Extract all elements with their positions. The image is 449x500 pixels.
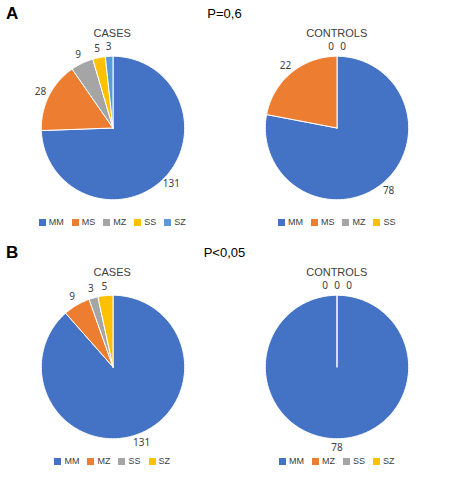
svg-text:0: 0 <box>346 279 352 292</box>
svg-text:3: 3 <box>106 40 112 53</box>
html-text:MZ: MZ <box>322 456 335 466</box>
html-text:MZ: MZ <box>352 217 366 227</box>
svg-text:131: 131 <box>133 435 150 449</box>
html-text:MM: MM <box>288 217 303 227</box>
svg-text:78: 78 <box>383 183 395 197</box>
svg-text:5: 5 <box>101 279 107 293</box>
html-text:MS: MS <box>321 217 335 227</box>
svg-text:28: 28 <box>35 84 47 98</box>
svg-text:0: 0 <box>322 279 328 292</box>
html-text:SS: SS <box>353 456 365 466</box>
svg-text:78: 78 <box>332 440 344 454</box>
html-text:CONTROLS: CONTROLS <box>306 27 368 39</box>
html-text:B: B <box>6 243 19 262</box>
html-text:CASES: CASES <box>93 266 131 278</box>
html-text:MM: MM <box>64 456 80 466</box>
svg-text:0: 0 <box>334 279 340 292</box>
svg-text:0: 0 <box>340 40 346 53</box>
html-text:SS: SS <box>128 456 141 466</box>
html-text:SS: SS <box>144 217 157 227</box>
html-text:MZ: MZ <box>97 456 111 466</box>
svg-text:5: 5 <box>94 41 100 55</box>
svg-text:9: 9 <box>69 289 75 303</box>
html-text:SS: SS <box>383 217 396 227</box>
html-text:MZ: MZ <box>113 217 127 227</box>
svg-text:0: 0 <box>328 40 334 53</box>
html-text:MM: MM <box>48 217 64 227</box>
html-text:SZ: SZ <box>174 217 186 227</box>
svg-text:22: 22 <box>280 58 292 72</box>
html-text:MM: MM <box>289 456 304 466</box>
html-text:P=0,6: P=0,6 <box>207 6 242 21</box>
html-text:A: A <box>6 4 19 23</box>
svg-text:9: 9 <box>75 47 81 61</box>
html-text:P<0,05: P<0,05 <box>203 245 246 260</box>
svg-text:3: 3 <box>88 281 94 295</box>
html-text:MS: MS <box>81 217 96 227</box>
html-text:CASES: CASES <box>93 27 131 39</box>
html-text:SZ: SZ <box>383 456 395 466</box>
svg-text:131: 131 <box>162 176 179 190</box>
html-text:SZ: SZ <box>158 456 170 466</box>
html-text:CONTROLS: CONTROLS <box>306 266 368 278</box>
